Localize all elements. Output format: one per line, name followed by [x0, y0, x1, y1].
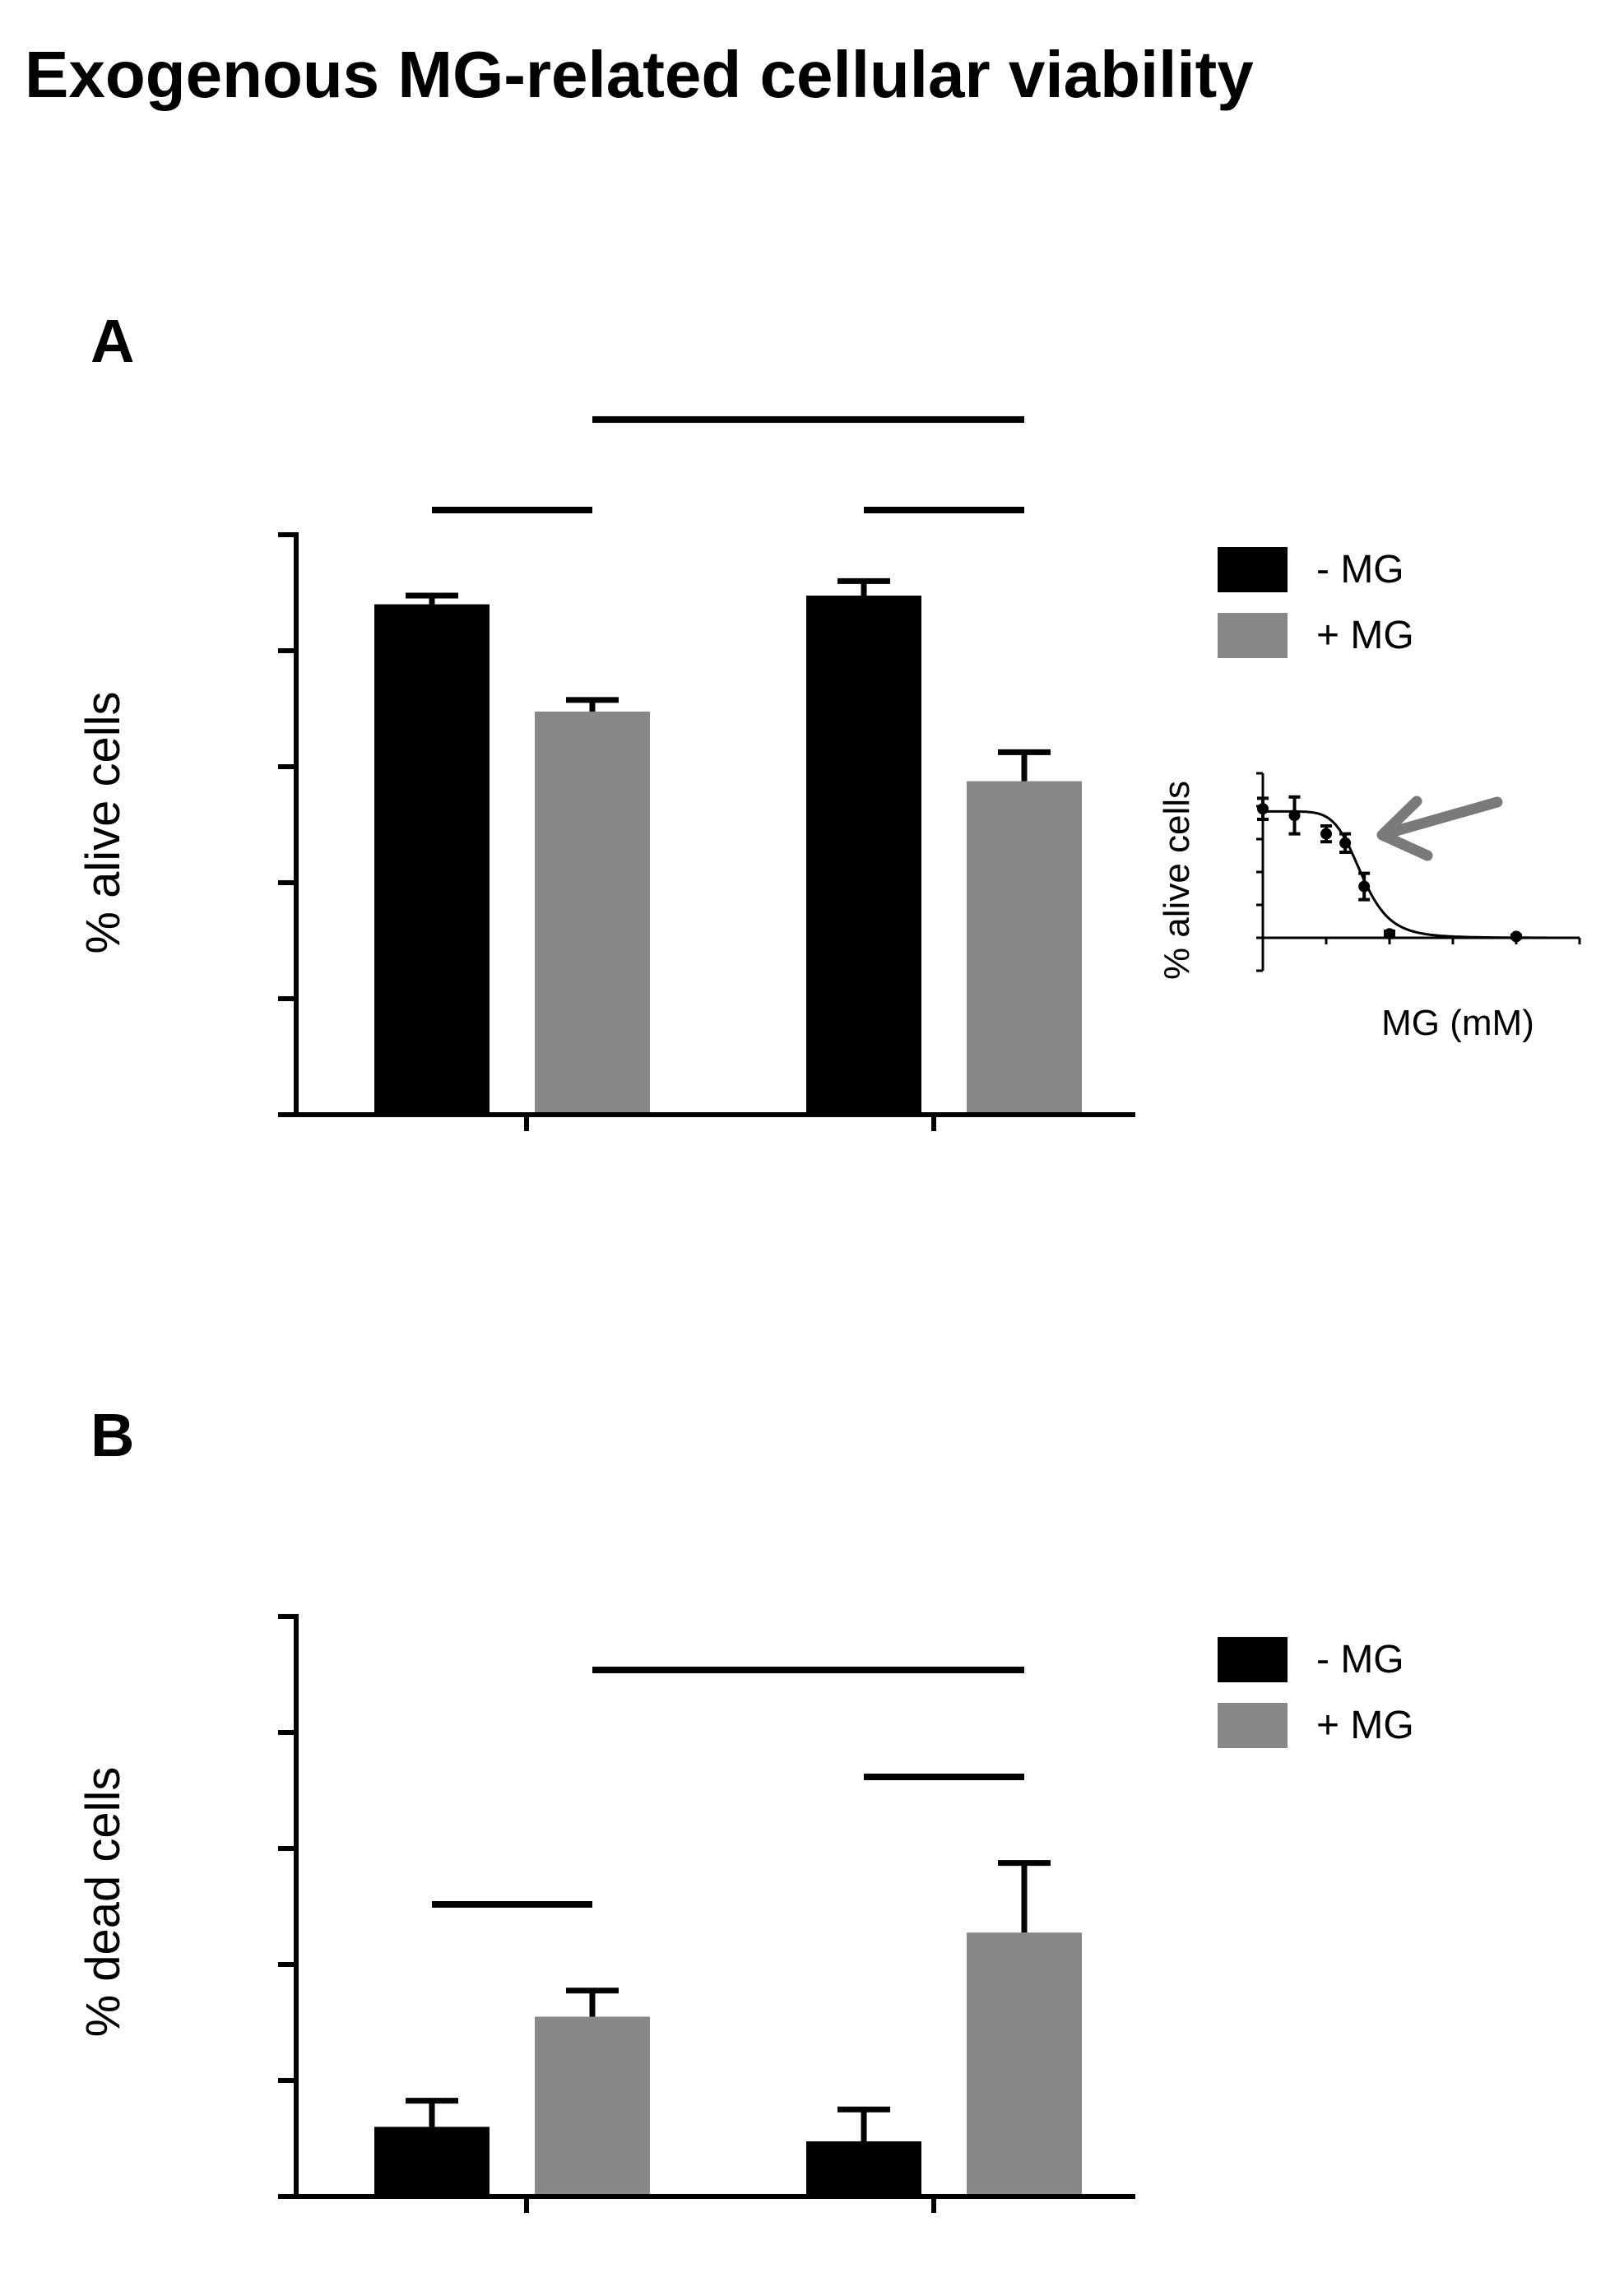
- inset-data-point: [1288, 809, 1301, 822]
- legend-swatch-plus-mg: [1218, 1703, 1288, 1748]
- legend-label-plus-mg: + MG: [1316, 1704, 1414, 1747]
- legend-swatch-minus-mg: [1218, 1637, 1288, 1682]
- inset-y-axis-label: % alive cells: [1157, 781, 1197, 980]
- inset-x-axis-label: MG (mM): [1381, 1003, 1534, 1043]
- figure-title: Exogenous MG-related cellular viability: [25, 38, 1254, 111]
- bar-ctr-minus-mg: [374, 604, 490, 1115]
- inset-data-point: [1257, 803, 1269, 815]
- bar-rtt-plus-mg: [967, 781, 1082, 1115]
- inset-arrow-head: [1376, 795, 1433, 861]
- panel-b-label: B: [90, 1401, 134, 1469]
- panel-a-legend: - MG + MG: [1218, 547, 1414, 658]
- panel-a-y-axis-label: % alive cells: [77, 691, 130, 953]
- bar-rtt-minus-mg: [806, 596, 921, 1115]
- bar-ctr-minus-mg: [374, 2127, 490, 2196]
- inset-fit-curve: [1263, 809, 1548, 939]
- legend-swatch-minus-mg: [1218, 547, 1288, 592]
- bar-rtt-plus-mg: [967, 1932, 1082, 2196]
- inset-data-point: [1320, 828, 1332, 840]
- panel-a-label: A: [90, 307, 134, 375]
- inset-arrow: [1376, 795, 1503, 861]
- panel-b: B % dead cells - MG + MG: [77, 1401, 1414, 2213]
- panel-b-legend: - MG + MG: [1218, 1637, 1414, 1748]
- inset-data-point: [1358, 880, 1371, 893]
- bar-ctr-plus-mg: [535, 712, 650, 1115]
- bar-ctr-plus-mg: [535, 2016, 650, 2196]
- inset-data-point: [1510, 930, 1522, 943]
- legend-swatch-plus-mg: [1218, 613, 1288, 658]
- inset-data-point: [1384, 928, 1395, 940]
- inset-arrow-shaft: [1385, 796, 1503, 838]
- panel-b-y-axis-label: % dead cells: [77, 1767, 130, 2038]
- panel-a: A % alive cells - MG + MG % alive cells …: [77, 307, 1581, 1131]
- inset-data-point: [1339, 837, 1352, 849]
- legend-label-minus-mg: - MG: [1316, 548, 1404, 591]
- legend-label-plus-mg: + MG: [1316, 614, 1414, 657]
- legend-label-minus-mg: - MG: [1316, 1638, 1404, 1681]
- panel-a-inset-chart: % alive cells MG (mM): [1157, 772, 1581, 1043]
- bar-rtt-minus-mg: [806, 2141, 921, 2196]
